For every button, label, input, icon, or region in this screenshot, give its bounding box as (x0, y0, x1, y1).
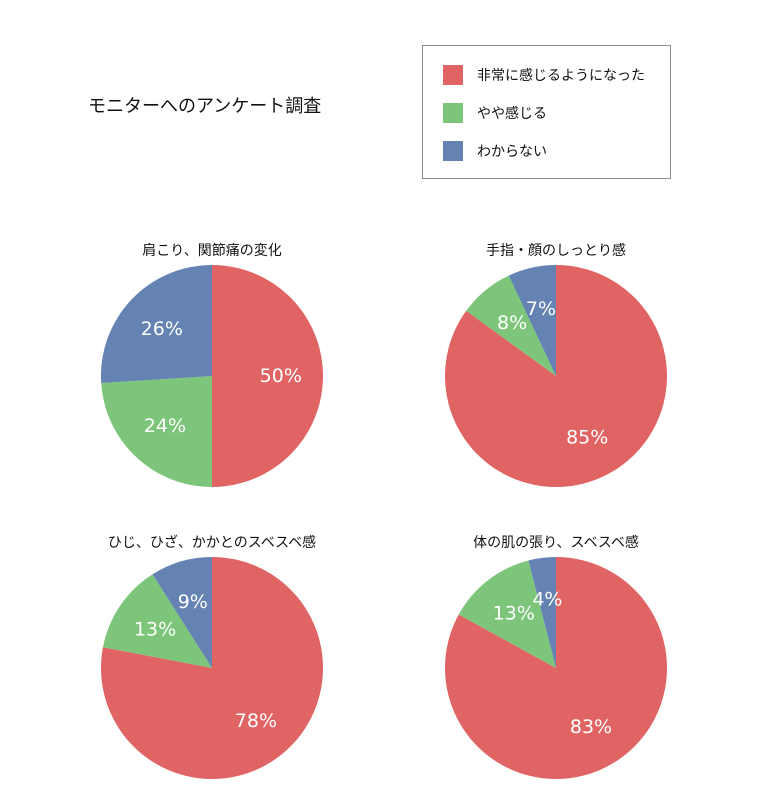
pie-label-body-skin-somewhat: 13% (493, 603, 535, 625)
legend-label-very: 非常に感じるようになった (477, 68, 645, 84)
pie-label-elbow-knee-very: 78% (235, 710, 277, 732)
chart-title-body-skin: 体の肌の張り、スベスベ感 (473, 535, 639, 551)
legend-swatch-unknown (443, 141, 463, 161)
legend-item-unknown: わからない (443, 141, 547, 161)
legend-swatch-very (443, 65, 463, 85)
legend-item-very: 非常に感じるようになった (443, 65, 645, 85)
chart-title-shoulder: 肩こり、関節痛の変化 (142, 243, 282, 259)
pie-label-hands-face-somewhat: 8% (497, 312, 527, 334)
legend-label-somewhat: やや感じる (477, 106, 547, 122)
pie-label-shoulder-unknown: 26% (141, 318, 183, 340)
pie-label-body-skin-unknown: 4% (532, 589, 562, 611)
legend-item-somewhat: やや感じる (443, 103, 547, 123)
pie-label-hands-face-unknown: 7% (526, 298, 556, 320)
pie-label-shoulder-somewhat: 24% (144, 415, 186, 437)
pie-chart-elbow-knee: 78% 13%9% (101, 557, 323, 779)
pie-slice-elbow-knee-somewhat (102, 574, 212, 668)
pie-label-hands-face-very: 85% (566, 426, 608, 448)
chart-title-hands-face: 手指・顔のしっとり感 (486, 243, 626, 259)
pie-label-elbow-knee-somewhat: 13% (134, 618, 176, 640)
pie-slice-body-skin-somewhat (458, 560, 556, 668)
legend-label-unknown: わからない (477, 144, 547, 160)
pie-label-elbow-knee-unknown: 9% (178, 591, 208, 613)
pie-chart-hands-face: 85% 8%7% (445, 265, 667, 487)
pie-slice-shoulder-somewhat (101, 376, 212, 487)
legend: 非常に感じるようになった やや感じる わからない (422, 45, 671, 179)
chart-title-elbow-knee: ひじ、ひざ、かかとのスベスベ感 (107, 535, 317, 551)
page-title: モニターへのアンケート調査 (88, 96, 322, 117)
pie-slice-shoulder-unknown (101, 265, 212, 383)
pie-chart-shoulder: 50% 24% 26% (101, 265, 323, 487)
pie-slice-hands-face-somewhat (466, 275, 556, 376)
pie-slice-elbow-knee-unknown (152, 557, 212, 668)
pie-chart-body-skin: 83% 13%4% (445, 557, 667, 779)
pie-label-body-skin-very: 83% (570, 716, 612, 738)
legend-swatch-somewhat (443, 103, 463, 123)
pie-slice-shoulder-very (212, 265, 323, 487)
pie-slice-hands-face-unknown (508, 265, 556, 376)
pie-slice-body-skin-unknown (528, 557, 556, 668)
pie-label-shoulder-very: 50% (260, 365, 302, 387)
